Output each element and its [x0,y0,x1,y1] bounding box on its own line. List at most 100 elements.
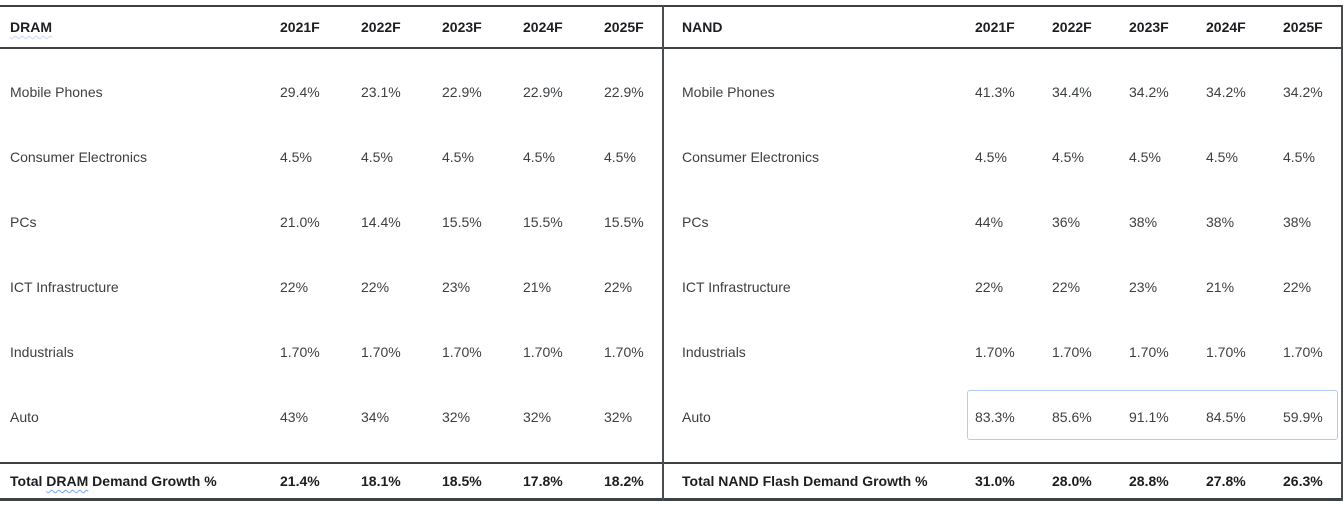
cell-value: 4.5% [1129,148,1161,165]
cell-value: 21% [523,278,552,295]
total-value: 21.4% [280,473,320,489]
cell-value: 4.5% [523,148,555,165]
cell-value: 4.5% [361,148,393,165]
cell-value: 4.5% [1052,148,1084,165]
row-label: Industrials [682,343,746,360]
total-value: 28.8% [1129,473,1169,489]
table-row: ICT Infrastructure 22% 22% 23% 21% 22% [664,254,1341,319]
cell-value: 1.70% [442,343,482,360]
table-row: Mobile Phones 41.3% 34.4% 34.2% 34.2% 34… [664,59,1341,124]
dram-total-row: Total DRAM Demand Growth % 21.4% 18.1% 1… [0,462,662,501]
cell-value: 41.3% [975,83,1015,100]
table-row: PCs 21.0% 14.4% 15.5% 15.5% 15.5% [0,189,662,254]
table-row: PCs 44% 36% 38% 38% 38% [664,189,1341,254]
cell-value: 15.5% [523,213,563,230]
year-header: 2025F [604,19,644,35]
cell-value: 4.5% [604,148,636,165]
cell-value: 21% [1206,278,1235,295]
total-label: Total DRAM Demand Growth % [10,473,217,489]
cell-value: 4.5% [1206,148,1238,165]
cell-value: 36% [1052,213,1081,230]
dram-header-row: DRAM 2021F 2022F 2023F 2024F 2025F [0,5,662,49]
row-label: PCs [682,213,709,230]
cell-value: 22.9% [523,83,563,100]
cell-value: 1.70% [1052,343,1092,360]
year-header: 2022F [1052,19,1092,35]
table-row nand-auto-row: Auto 83.3% 85.6% 91.1% 84.5% 59.9% [664,384,1341,449]
cell-value: 1.70% [1206,343,1246,360]
total-value: 28.0% [1052,473,1092,489]
spellcheck-squiggle: DRAM [10,19,52,35]
nand-header-row: NAND 2021F 2022F 2023F 2024F 2025F [664,5,1341,49]
row-label: PCs [10,213,37,230]
cell-value: 22% [1283,278,1312,295]
total-value: 18.1% [361,473,401,489]
nand-table-title: NAND [682,19,723,35]
row-label: Industrials [10,343,74,360]
cell-value: 38% [1206,213,1235,230]
cell-value: 1.70% [1283,343,1323,360]
spellcheck-squiggle: DRAM [46,473,89,489]
cell-value: 1.70% [975,343,1015,360]
cell-value: 29.4% [280,83,320,100]
row-label: Consumer Electronics [682,148,819,165]
cell-value: 22% [280,278,309,295]
cell-value: 34% [361,408,390,425]
cell-value: 32% [442,408,471,425]
table-row: Mobile Phones 29.4% 23.1% 22.9% 22.9% 22… [0,59,662,124]
year-header: 2022F [361,19,401,35]
nand-table-body: Mobile Phones 41.3% 34.4% 34.2% 34.2% 34… [664,49,1341,462]
total-label: Total NAND Flash Demand Growth % [682,473,928,489]
dram-table: DRAM 2021F 2022F 2023F 2024F 2025F Mobil… [0,5,662,501]
cell-value: 23% [442,278,471,295]
nand-table: NAND 2021F 2022F 2023F 2024F 2025F Mobil… [662,5,1341,501]
cell-value: 1.70% [604,343,644,360]
cell-value: 4.5% [975,148,1007,165]
year-header: 2024F [523,19,563,35]
year-header: 2023F [1129,19,1169,35]
cell-value: 4.5% [280,148,312,165]
total-value: 18.5% [442,473,482,489]
cell-value: 15.5% [442,213,482,230]
dram-table-body: Mobile Phones 29.4% 23.1% 22.9% 22.9% 22… [0,49,662,462]
cell-value: 83.3% [975,408,1015,425]
table-row: Industrials 1.70% 1.70% 1.70% 1.70% 1.70… [0,319,662,384]
total-value: 31.0% [975,473,1015,489]
total-value: 17.8% [523,473,563,489]
cell-value: 15.5% [604,213,644,230]
cell-value: 4.5% [442,148,474,165]
table-row: Consumer Electronics 4.5% 4.5% 4.5% 4.5%… [0,124,662,189]
cell-value: 34.2% [1206,83,1246,100]
cell-value: 32% [523,408,552,425]
year-header: 2024F [1206,19,1246,35]
cell-value: 38% [1283,213,1312,230]
total-value: 26.3% [1283,473,1323,489]
cell-value: 21.0% [280,213,320,230]
cell-value: 22% [361,278,390,295]
row-label: ICT Infrastructure [682,278,791,295]
row-label: Mobile Phones [682,83,775,100]
year-header: 2021F [975,19,1015,35]
table-row: Auto 43% 34% 32% 32% 32% [0,384,662,449]
cell-value: 34.2% [1129,83,1169,100]
cell-value: 38% [1129,213,1158,230]
table-row: ICT Infrastructure 22% 22% 23% 21% 22% [0,254,662,319]
nand-total-row: Total NAND Flash Demand Growth % 31.0% 2… [664,462,1341,501]
year-header: 2023F [442,19,482,35]
cell-value: 22% [975,278,1004,295]
cell-value: 1.70% [1129,343,1169,360]
total-value: 27.8% [1206,473,1246,489]
row-label: Mobile Phones [10,83,103,100]
total-value: 18.2% [604,473,644,489]
row-label: Auto [10,408,39,425]
table-row: Consumer Electronics 4.5% 4.5% 4.5% 4.5%… [664,124,1341,189]
row-label: ICT Infrastructure [10,278,119,295]
cell-value: 44% [975,213,1004,230]
cell-value: 59.9% [1283,408,1323,425]
cell-value: 22.9% [604,83,644,100]
cell-value: 34.4% [1052,83,1092,100]
cell-value: 14.4% [361,213,401,230]
cell-value: 22% [1052,278,1081,295]
dram-table-title: DRAM [0,19,280,35]
cell-value: 34.2% [1283,83,1323,100]
